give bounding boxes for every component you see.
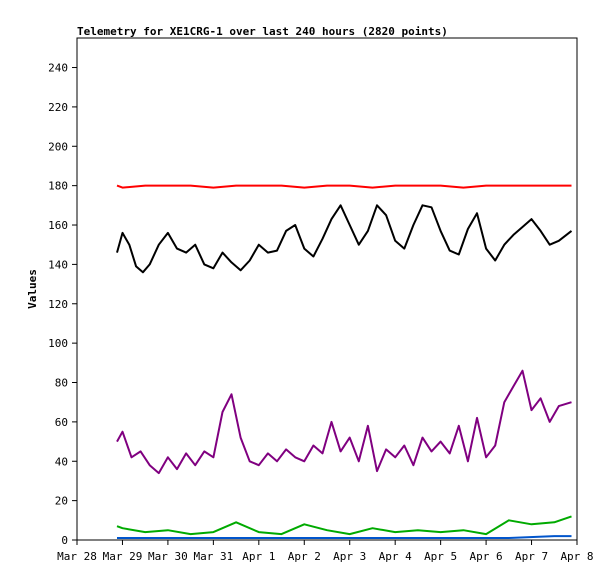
x-tick-label: Apr 4: [379, 550, 412, 563]
y-tick-label: 220: [48, 101, 68, 114]
x-tick-label: Mar 29: [103, 550, 143, 563]
series-line-1: [116, 184, 572, 189]
series-layer: [116, 184, 573, 539]
y-tick-label: 40: [55, 455, 68, 468]
y-tick-label: 160: [48, 219, 68, 232]
y-tick-label: 140: [48, 258, 68, 271]
x-tick-label: Mar 30: [148, 550, 188, 563]
series-line-4: [116, 515, 572, 536]
y-tick-label: 180: [48, 180, 68, 193]
chart-title: Telemetry for XE1CRG-1 over last 240 hou…: [77, 25, 448, 38]
y-tick-label: 100: [48, 337, 68, 350]
x-tick-label: Apr 8: [560, 550, 593, 563]
x-tick-label: Apr 3: [333, 550, 366, 563]
x-tick-label: Apr 5: [424, 550, 457, 563]
series-line-2: [116, 204, 573, 274]
y-tick-label: 240: [48, 62, 68, 75]
y-tick-label: 200: [48, 140, 68, 153]
x-tick-label: Apr 2: [288, 550, 321, 563]
y-axis: 0 20 40 60 80 100 120 140 160 180 200 220 240: [48, 62, 77, 547]
series-line-3: [116, 369, 572, 475]
series-line-5: [117, 535, 572, 539]
x-tick-label: Mar 28: [57, 550, 97, 563]
y-tick-label: 20: [55, 495, 68, 508]
y-tick-label: 80: [55, 377, 68, 390]
x-axis: Mar 28 Mar 29 Mar 30 Mar 31 Apr 1 Apr 2 Apr 3 A…: [57, 540, 594, 563]
y-tick-label: 0: [61, 534, 68, 547]
y-axis-label: Values: [26, 269, 39, 309]
x-tick-label: Apr 6: [470, 550, 503, 563]
x-tick-label: Apr 1: [242, 550, 275, 563]
x-tick-label: Mar 31: [193, 550, 233, 563]
x-tick-label: Apr 7: [515, 550, 548, 563]
y-tick-label: 120: [48, 298, 68, 311]
plot-frame: [76, 37, 578, 541]
y-tick-label: 60: [55, 416, 68, 429]
